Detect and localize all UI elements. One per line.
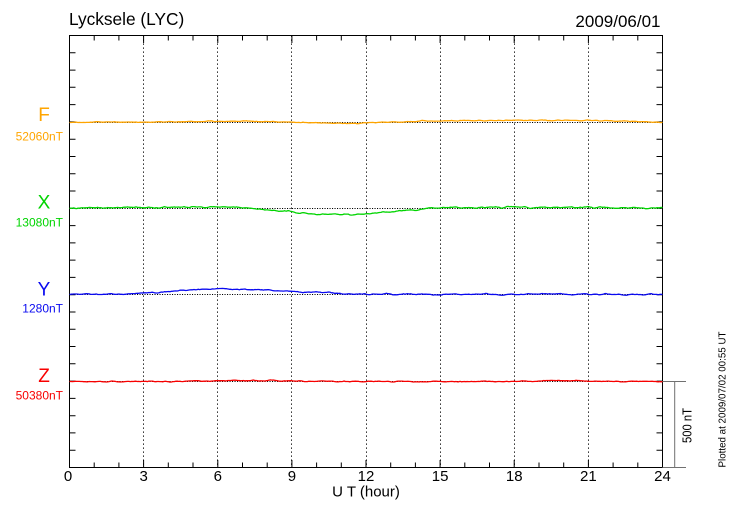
svg-text:F: F <box>38 105 50 126</box>
svg-text:1280nT: 1280nT <box>22 301 63 315</box>
svg-text:Y: Y <box>38 279 51 300</box>
svg-text:Plotted at 2009/07/02 00:55 UT: Plotted at 2009/07/02 00:55 UT <box>717 331 729 468</box>
svg-text:9: 9 <box>288 468 296 485</box>
svg-text:U T (hour): U T (hour) <box>332 484 400 501</box>
svg-text:52060nT: 52060nT <box>16 129 64 143</box>
svg-text:2009/06/01: 2009/06/01 <box>575 12 660 31</box>
svg-text:15: 15 <box>432 468 449 485</box>
svg-text:18: 18 <box>506 468 523 485</box>
svg-text:0: 0 <box>64 468 72 485</box>
svg-text:X: X <box>38 193 51 214</box>
svg-text:12: 12 <box>358 468 375 485</box>
svg-text:Z: Z <box>38 366 50 387</box>
svg-text:Lycksele (LYC): Lycksele (LYC) <box>69 9 184 29</box>
svg-text:3: 3 <box>139 468 147 485</box>
svg-text:24: 24 <box>654 468 671 485</box>
svg-text:50380nT: 50380nT <box>16 388 64 402</box>
svg-text:21: 21 <box>580 468 597 485</box>
svg-text:500 nT: 500 nT <box>680 408 695 443</box>
svg-text:13080nT: 13080nT <box>16 215 64 229</box>
svg-text:6: 6 <box>214 468 222 485</box>
